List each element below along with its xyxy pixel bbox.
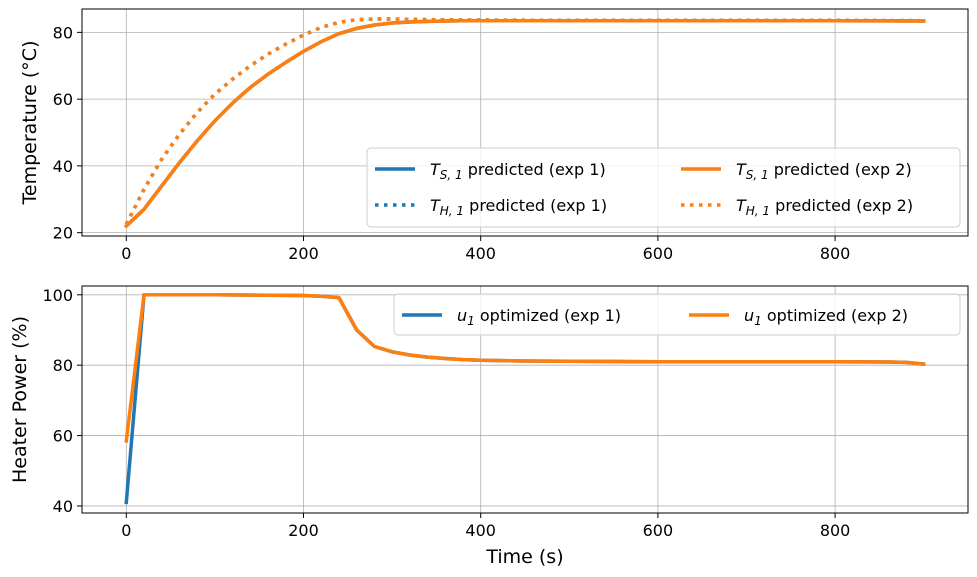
x-tick-label: 400: [465, 521, 496, 540]
legend-entry: TS, 1 predicted (exp 1): [430, 160, 606, 182]
legend-entry: TS, 1 predicted (exp 2): [736, 160, 912, 182]
legend-entry-subscript: H, 1: [440, 204, 464, 218]
x-tick-label: 800: [820, 244, 851, 263]
y-tick-label: 80: [53, 23, 73, 42]
y-tick-label: 40: [53, 157, 73, 176]
series-line-3: [123, 18, 926, 229]
axes-frame: [81, 8, 969, 237]
legend-entry: TH, 1 predicted (exp 1): [430, 196, 607, 218]
chart-panel-2: 0 200 400 600 800 40 60 80 100 Heater Power (%) Ti…: [9, 285, 969, 568]
x-axis-label: Time (s): [485, 546, 563, 568]
y-axis-label: Temperature (°C): [19, 41, 41, 206]
x-tick-label: 200: [288, 521, 319, 540]
legend-entry: u1 optimized (exp 2): [744, 306, 908, 328]
y-axis-label: Heater Power (%): [9, 316, 31, 483]
x-tick-label: 0: [121, 521, 131, 540]
legend-entry-subscript: 1: [467, 314, 475, 328]
legend-entry: TH, 1 predicted (exp 2): [736, 196, 913, 218]
legend-box: [393, 293, 961, 336]
y-tick-label: 40: [53, 497, 73, 516]
axes-frame: [81, 285, 969, 514]
legend-box: [366, 147, 961, 228]
legend-entry-subscript: H, 1: [746, 204, 770, 218]
legend-entry-text: predicted (exp 1): [464, 196, 607, 215]
legend-entry: u1 optimized (exp 1): [457, 306, 621, 328]
legend-entry-symbol: T: [430, 196, 441, 215]
series-line-4: [124, 17, 924, 226]
x-tick-label: 400: [465, 244, 496, 263]
x-tick-label: 800: [820, 521, 851, 540]
x-tick-label: 600: [643, 244, 674, 263]
legend-entry-subscript: 1: [754, 314, 762, 328]
legend-entry-text: predicted (exp 1): [463, 160, 606, 179]
y-tick-label: 60: [53, 427, 73, 446]
legend-entry-subscript: S, 1: [746, 168, 769, 182]
legend-entry-symbol: u: [457, 306, 467, 325]
legend-entry-symbol: T: [736, 196, 747, 215]
legend-entry-symbol: T: [736, 160, 747, 179]
legend-entry-text: predicted (exp 2): [769, 160, 912, 179]
legend-entry-symbol: T: [430, 160, 441, 179]
legend-entry-text: predicted (exp 2): [770, 196, 913, 215]
x-tick-label: 600: [643, 521, 674, 540]
y-tick-label: 60: [53, 90, 73, 109]
x-tick-label: 200: [288, 244, 319, 263]
legend: TS, 1 predicted (exp 1)TH, 1 predicted (…: [366, 147, 961, 228]
series-line-2: [124, 293, 926, 443]
legend-entry-text: optimized (exp 2): [762, 306, 908, 325]
legend: u1 optimized (exp 1) u1 optimized (exp 2): [393, 293, 961, 336]
legend-entry-subscript: S, 1: [440, 168, 463, 182]
y-tick-label: 80: [53, 356, 73, 375]
y-tick-label: 20: [53, 224, 73, 243]
y-tick-label: 100: [42, 286, 73, 305]
x-tick-label: 0: [121, 244, 131, 263]
legend-entry-text: optimized (exp 1): [475, 306, 621, 325]
legend-entry-symbol: u: [744, 306, 754, 325]
